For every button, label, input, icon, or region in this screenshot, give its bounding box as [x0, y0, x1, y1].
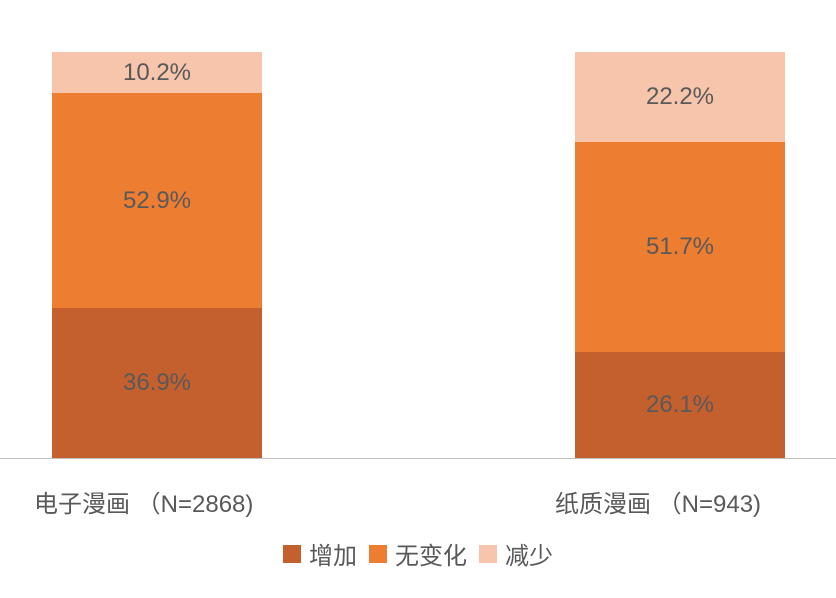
- bar-digital: 36.9% 52.9% 10.2%: [52, 52, 262, 458]
- legend-item-nochange: 无变化: [369, 536, 467, 571]
- bar-digital-seg-increase-label: 36.9%: [123, 369, 191, 397]
- legend-label-increase: 增加: [309, 536, 357, 571]
- plot-area: 36.9% 52.9% 10.2% 26.1% 51.7% 22.2%: [0, 52, 836, 458]
- axis-label-print: 纸质漫画 （N=943): [555, 484, 761, 519]
- bar-print-seg-decrease: 22.2%: [575, 52, 785, 142]
- bar-print-seg-decrease-label: 22.2%: [646, 83, 714, 111]
- bar-digital-seg-decrease-label: 10.2%: [123, 59, 191, 87]
- bar-print: 26.1% 51.7% 22.2%: [575, 52, 785, 458]
- legend-swatch-nochange: [369, 545, 387, 563]
- legend-label-nochange: 无变化: [395, 536, 467, 571]
- legend-item-decrease: 减少: [479, 536, 553, 571]
- legend-label-decrease: 减少: [505, 536, 553, 571]
- axis-label-digital: 电子漫画 （N=2868): [34, 484, 253, 519]
- bar-digital-seg-nochange-label: 52.9%: [123, 187, 191, 215]
- legend-item-increase: 增加: [283, 536, 357, 571]
- bar-digital-seg-decrease: 10.2%: [52, 52, 262, 93]
- legend-swatch-decrease: [479, 545, 497, 563]
- bar-digital-seg-increase: 36.9%: [52, 308, 262, 458]
- bar-print-seg-increase: 26.1%: [575, 352, 785, 458]
- x-axis-baseline: [0, 458, 836, 459]
- legend-swatch-increase: [283, 545, 301, 563]
- bar-digital-seg-nochange: 52.9%: [52, 93, 262, 308]
- bar-print-seg-nochange: 51.7%: [575, 142, 785, 352]
- legend: 增加 无变化 减少: [0, 536, 836, 571]
- bar-print-seg-increase-label: 26.1%: [646, 391, 714, 419]
- bar-print-seg-nochange-label: 51.7%: [646, 233, 714, 261]
- stacked-bar-chart: 36.9% 52.9% 10.2% 26.1% 51.7% 22.2% 电子漫画…: [0, 0, 836, 598]
- x-axis-labels: 电子漫画 （N=2868) 纸质漫画 （N=943): [0, 468, 836, 518]
